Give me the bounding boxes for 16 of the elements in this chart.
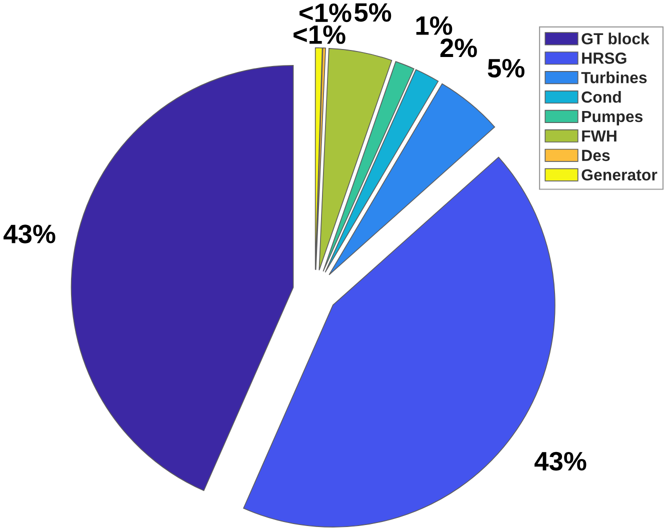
- legend-label: Generator: [582, 169, 658, 181]
- data-label: 1%: [416, 16, 452, 35]
- data-label: 2%: [440, 38, 477, 58]
- legend-label: Cond: [582, 90, 621, 103]
- legend-label: Pumpes: [582, 111, 643, 126]
- legend-label: Turbines: [581, 72, 647, 84]
- data-label: 5%: [354, 3, 392, 22]
- legend-label: Des: [582, 150, 610, 162]
- data-label: 5%: [488, 58, 524, 78]
- data-label: 43%: [534, 452, 586, 471]
- legend-label: FWH: [582, 130, 616, 142]
- data-label: 43%: [4, 224, 56, 244]
- legend-label: GT block: [582, 32, 650, 44]
- data-label: <1%: [294, 25, 346, 44]
- data-label: <1%: [300, 4, 352, 22]
- legend-label: HRSG: [582, 52, 626, 64]
